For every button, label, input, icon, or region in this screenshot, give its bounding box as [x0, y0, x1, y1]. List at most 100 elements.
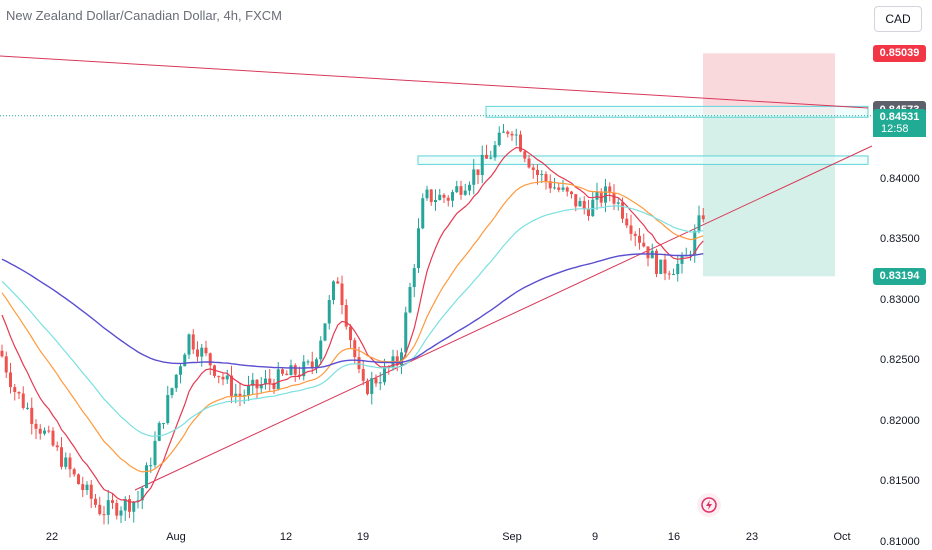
candle-body [208, 353, 212, 366]
candle-body [26, 407, 29, 409]
candle-body [293, 365, 297, 375]
candle-body [638, 235, 641, 243]
lightning-alert-icon[interactable] [697, 493, 721, 517]
support-zone [417, 155, 869, 165]
candle-body [608, 186, 612, 193]
candle-body [34, 423, 38, 429]
candle-body [672, 274, 675, 276]
last-price-tag: 0.84531 [873, 108, 926, 126]
candle-body [21, 393, 25, 408]
stop-loss-zone [703, 53, 835, 115]
candle-body [378, 382, 382, 384]
candle-body [0, 350, 4, 357]
candle-body [642, 242, 646, 247]
candle-body [217, 375, 221, 377]
candle-body [119, 510, 123, 516]
candle-body [225, 375, 229, 380]
candle-body [536, 169, 539, 176]
candle-body [242, 395, 246, 397]
candle-body [191, 334, 195, 350]
candle-body [281, 369, 284, 374]
candle-body [404, 312, 408, 353]
candle-body [306, 361, 310, 363]
candle-body [412, 268, 416, 288]
candle-body [72, 469, 76, 475]
candle-body [476, 169, 480, 176]
candle-body [599, 191, 603, 203]
time-axis-tick: Sep [502, 531, 522, 543]
candle-body [319, 340, 323, 360]
candle-body [587, 208, 590, 217]
candle-body [527, 158, 531, 168]
candle-body [523, 151, 527, 159]
candle-body [145, 465, 148, 489]
candle-body [472, 169, 476, 185]
candle-body [697, 215, 701, 231]
candle-body [434, 199, 437, 202]
candle-body [570, 191, 573, 195]
candle-body [531, 167, 535, 170]
candle-body [259, 384, 263, 389]
candle-body [289, 365, 293, 376]
candle-body [51, 430, 55, 446]
candle-body [247, 385, 250, 396]
candle-body [646, 246, 650, 259]
currency-button[interactable]: CAD [874, 6, 922, 32]
candle-body [340, 283, 344, 306]
candle-body [502, 131, 505, 133]
candle-body [604, 186, 607, 203]
candle-body [234, 393, 238, 396]
take-profit-zone [703, 114, 835, 277]
candle-body [578, 200, 582, 207]
candle-body [55, 445, 59, 448]
candle-body [455, 186, 459, 193]
candle-body [446, 197, 450, 201]
candle-body [485, 154, 488, 159]
candle-body [264, 378, 267, 385]
ema-long-line [1, 253, 704, 369]
candle-body [421, 198, 425, 229]
ema-mid-line [1, 180, 704, 473]
time-axis-tick: 9 [591, 531, 599, 543]
candle-body [361, 369, 365, 381]
candle-body [463, 190, 467, 195]
candle-body [9, 372, 12, 388]
candle-body [230, 375, 233, 396]
candle-body [179, 366, 182, 375]
price-axis-tick: 0.82500 [880, 354, 920, 367]
candle-body [315, 359, 318, 368]
candle-body [323, 323, 327, 341]
candle-body [659, 259, 663, 274]
candle-body [510, 133, 514, 136]
candle-body [89, 484, 93, 499]
price-axis-tick: 0.81000 [880, 535, 920, 548]
candle-body [344, 305, 348, 327]
candle-body [166, 395, 170, 424]
ema-fast-line [1, 146, 704, 503]
candle-body [395, 356, 399, 365]
candle-body [106, 500, 110, 515]
candle-body [557, 187, 561, 190]
candle-body [565, 187, 569, 192]
candle-body [85, 484, 89, 491]
candle-body [17, 392, 21, 394]
candle-body [60, 447, 63, 467]
candle-body [489, 157, 493, 159]
ascending-trendline [134, 145, 873, 491]
candle-body [629, 225, 633, 234]
candle-body [153, 440, 157, 466]
candle-body [77, 474, 80, 485]
candle-body [187, 334, 191, 355]
candle-body [514, 134, 518, 136]
price-axis-tick: 0.82000 [880, 414, 920, 427]
candle-body [298, 374, 301, 377]
candle-body [582, 200, 586, 209]
candle-body [383, 366, 386, 383]
price-axis-tick: 0.83000 [880, 293, 920, 306]
time-axis-tick: 19 [356, 531, 370, 543]
candle-body [327, 299, 331, 324]
candle-body [332, 281, 335, 300]
candle-body [540, 174, 544, 176]
candle-body [417, 228, 420, 269]
